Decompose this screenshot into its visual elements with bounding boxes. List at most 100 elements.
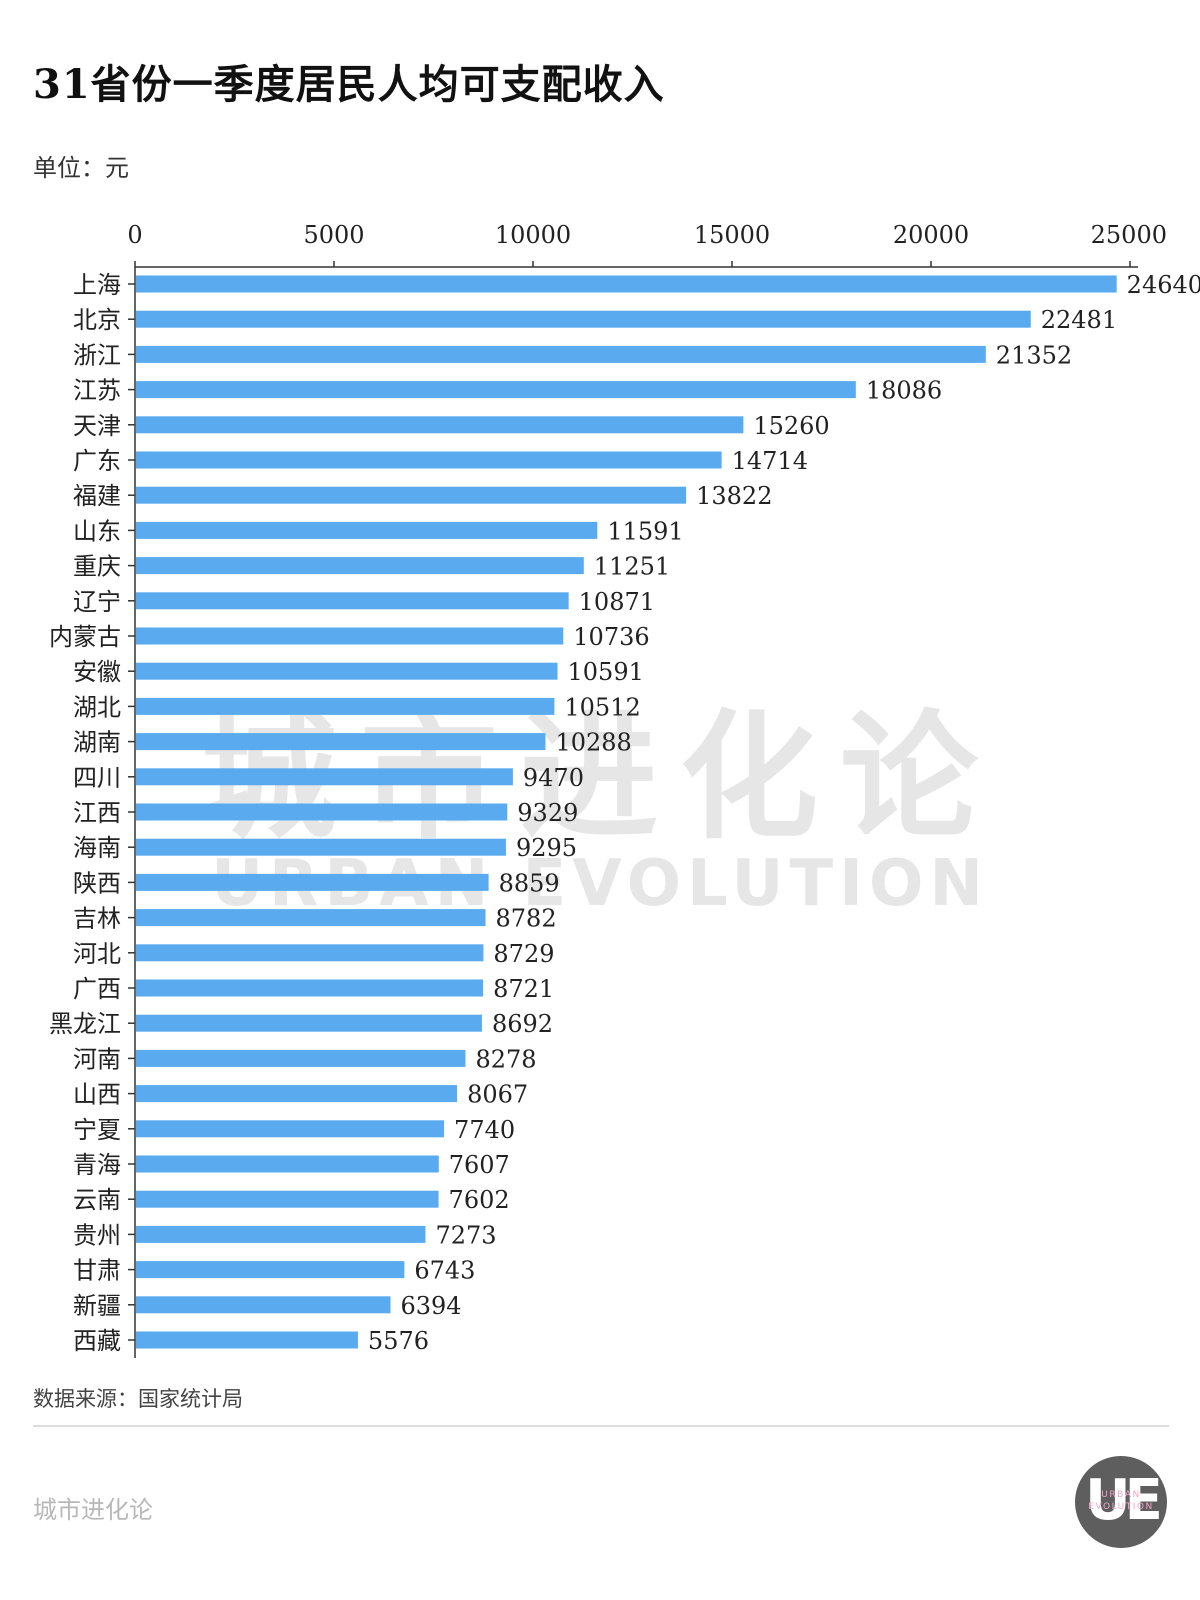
x-tick-label: 0 <box>127 221 142 249</box>
chart-title: 31省份一季度居民人均可支配收入 <box>33 61 665 108</box>
logo-letters: UE <box>1085 1468 1163 1533</box>
logo-line-2: EVOLUTION <box>1088 1502 1154 1512</box>
logo-line-1: URBAN <box>1101 1490 1141 1500</box>
value-label: 22481 <box>1041 306 1117 334</box>
value-label: 21352 <box>996 341 1072 369</box>
category-label: 宁夏 <box>73 1116 121 1144</box>
value-label: 8721 <box>493 975 554 1003</box>
value-label: 6743 <box>414 1257 475 1285</box>
bar-甘肃 <box>136 1261 405 1279</box>
value-label: 11251 <box>594 553 670 581</box>
value-label: 8729 <box>493 940 554 968</box>
value-label: 5576 <box>368 1327 429 1355</box>
bar-广西 <box>136 979 484 997</box>
bar-宁夏 <box>136 1120 445 1138</box>
bar-陕西 <box>136 873 489 891</box>
category-label: 新疆 <box>73 1292 121 1320</box>
x-tick-label: 5000 <box>303 221 364 249</box>
value-label: 24640 <box>1127 271 1200 299</box>
bar-福建 <box>136 486 687 504</box>
value-label: 18086 <box>866 377 942 405</box>
category-label: 贵州 <box>73 1221 121 1249</box>
bar-辽宁 <box>136 592 569 610</box>
bar-山西 <box>136 1085 458 1103</box>
category-label: 广东 <box>73 447 121 475</box>
category-label: 浙江 <box>73 341 121 369</box>
category-label: 河北 <box>73 940 121 968</box>
bar-河南 <box>136 1049 466 1067</box>
value-label: 6394 <box>400 1292 461 1320</box>
x-tick-label: 10000 <box>495 221 571 249</box>
bar-吉林 <box>136 909 486 927</box>
category-label: 吉林 <box>73 905 121 933</box>
ue-logo: UE URBAN EVOLUTION <box>1075 1456 1167 1548</box>
bar-北京 <box>136 310 1031 328</box>
bar-重庆 <box>136 557 584 575</box>
category-label: 福建 <box>73 482 121 510</box>
category-label: 甘肃 <box>73 1257 121 1285</box>
value-label: 9295 <box>516 834 577 862</box>
bar-安徽 <box>136 662 558 680</box>
bar-上海 <box>136 275 1117 293</box>
category-label: 湖南 <box>73 729 121 757</box>
value-label: 10288 <box>555 729 631 757</box>
value-label: 8692 <box>492 1010 553 1038</box>
bar-内蒙古 <box>136 627 564 645</box>
value-label: 10512 <box>564 693 640 721</box>
value-label: 11591 <box>607 517 683 545</box>
x-tick-label: 25000 <box>1091 221 1167 249</box>
category-label: 陕西 <box>73 869 121 897</box>
category-label: 重庆 <box>73 553 121 581</box>
value-label: 10591 <box>568 658 644 686</box>
value-label: 10736 <box>573 623 649 651</box>
category-label: 湖北 <box>73 693 121 721</box>
value-label: 14714 <box>732 447 808 475</box>
category-label: 山东 <box>73 517 121 545</box>
value-label: 7602 <box>449 1186 510 1214</box>
value-label: 13822 <box>696 482 772 510</box>
value-label: 15260 <box>753 412 829 440</box>
value-label: 7740 <box>454 1116 515 1144</box>
category-label: 江西 <box>73 799 121 827</box>
category-label: 上海 <box>73 271 121 299</box>
bar-广东 <box>136 451 722 469</box>
category-label: 江苏 <box>73 377 121 405</box>
bar-贵州 <box>136 1225 426 1243</box>
bar-山东 <box>136 521 598 539</box>
value-label: 7273 <box>435 1221 496 1249</box>
bar-四川 <box>136 768 513 786</box>
value-label: 8859 <box>499 869 560 897</box>
source-note: 数据来源：国家统计局 <box>33 1387 243 1411</box>
x-tick-label: 15000 <box>694 221 770 249</box>
category-label: 北京 <box>73 306 121 334</box>
category-label: 西藏 <box>73 1327 121 1355</box>
brand-name: 城市进化论 <box>33 1496 153 1524</box>
category-label: 河南 <box>73 1045 121 1073</box>
category-label: 山西 <box>73 1081 121 1109</box>
value-label: 8278 <box>475 1045 536 1073</box>
bar-青海 <box>136 1155 439 1173</box>
bar-云南 <box>136 1190 439 1208</box>
bar-浙江 <box>136 345 986 363</box>
bar-天津 <box>136 416 744 434</box>
category-label: 黑龙江 <box>49 1010 121 1038</box>
category-label: 安徽 <box>73 658 121 686</box>
bar-海南 <box>136 838 506 856</box>
bar-西藏 <box>136 1331 358 1349</box>
bar-湖北 <box>136 697 555 715</box>
category-label: 海南 <box>73 834 121 862</box>
category-label: 辽宁 <box>73 588 121 616</box>
category-label: 天津 <box>73 412 121 440</box>
value-label: 8067 <box>467 1081 528 1109</box>
divider <box>33 1425 1169 1427</box>
x-axis: 0 5000 10000 15000 20000 25000 <box>127 221 1167 1358</box>
value-label: 10871 <box>579 588 655 616</box>
value-label: 8782 <box>496 905 557 933</box>
value-label: 9470 <box>523 764 584 792</box>
bar-江西 <box>136 803 508 821</box>
value-label: 9329 <box>517 799 578 827</box>
bar-河北 <box>136 944 484 962</box>
bar-湖南 <box>136 733 546 751</box>
